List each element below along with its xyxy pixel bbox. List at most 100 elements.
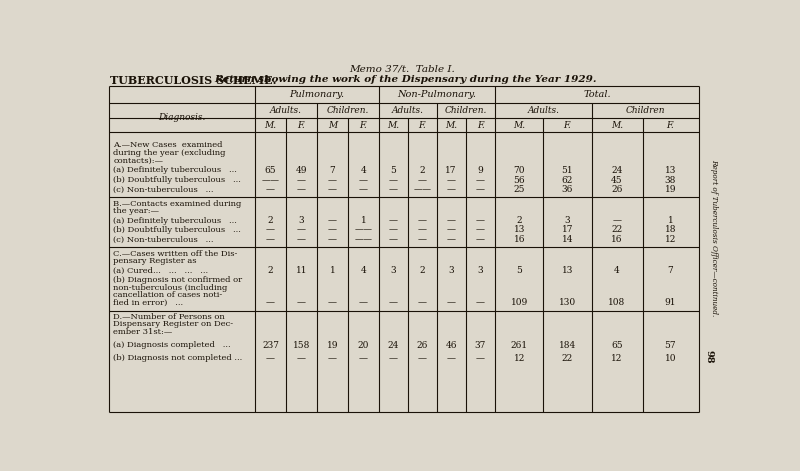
Text: —: — (359, 185, 368, 194)
Text: Adults.: Adults. (528, 106, 560, 115)
Text: —: — (418, 354, 427, 363)
Text: (b) Doubtfully tuberculous   ...: (b) Doubtfully tuberculous ... (113, 226, 241, 234)
Text: (b) Diagnosis not confirmed or: (b) Diagnosis not confirmed or (113, 276, 242, 284)
Text: 22: 22 (562, 354, 573, 363)
Text: M.: M. (514, 121, 526, 130)
Text: —: — (389, 236, 398, 244)
Text: 5: 5 (516, 266, 522, 275)
Text: —: — (389, 225, 398, 234)
Text: 13: 13 (665, 166, 676, 175)
Text: 2: 2 (419, 266, 426, 275)
Text: —: — (389, 176, 398, 185)
Text: Children: Children (626, 106, 666, 115)
Text: —: — (297, 299, 306, 308)
Text: during the year (excluding: during the year (excluding (113, 149, 226, 157)
Text: 1: 1 (361, 216, 366, 225)
Text: —: — (418, 176, 427, 185)
Text: 2: 2 (268, 216, 274, 225)
Text: F.: F. (298, 121, 306, 130)
Text: 49: 49 (296, 166, 307, 175)
Text: —: — (297, 185, 306, 194)
Text: —: — (446, 225, 455, 234)
Text: —: — (446, 236, 455, 244)
Text: Dispensary Register on Dec-: Dispensary Register on Dec- (113, 320, 234, 328)
Text: —: — (613, 216, 622, 225)
Text: —: — (266, 236, 275, 244)
Text: Non-Pulmonary.: Non-Pulmonary. (398, 90, 477, 99)
Text: —: — (446, 299, 455, 308)
Text: (c) Non-tuberculous   ...: (c) Non-tuberculous ... (113, 186, 214, 194)
Text: A.—New Cases  examined: A.—New Cases examined (113, 141, 222, 149)
Text: F.: F. (418, 121, 426, 130)
Text: 261: 261 (510, 341, 528, 350)
Text: (a) Definitely tuberculous   ...: (a) Definitely tuberculous ... (113, 217, 237, 225)
Text: —: — (418, 216, 427, 225)
Text: 3: 3 (390, 266, 396, 275)
Text: 1: 1 (667, 216, 674, 225)
Text: 20: 20 (358, 341, 369, 350)
Text: 5: 5 (390, 166, 396, 175)
Text: 56: 56 (514, 176, 525, 185)
Text: —: — (266, 354, 275, 363)
Text: 109: 109 (510, 299, 528, 308)
Text: 26: 26 (611, 185, 622, 194)
Text: fied in error)   ...: fied in error) ... (113, 299, 183, 307)
Text: —: — (328, 299, 337, 308)
Text: F.: F. (477, 121, 485, 130)
Text: —: — (476, 176, 485, 185)
Text: 91: 91 (665, 299, 676, 308)
Text: 16: 16 (611, 236, 622, 244)
Text: Children.: Children. (327, 106, 369, 115)
Text: —: — (418, 299, 427, 308)
Text: —: — (266, 225, 275, 234)
Text: 10: 10 (665, 354, 676, 363)
Text: ——: —— (354, 225, 373, 234)
Text: —: — (476, 354, 485, 363)
Text: 24: 24 (387, 341, 398, 350)
Text: 14: 14 (562, 236, 573, 244)
Text: —: — (446, 185, 455, 194)
Text: Memo 37/t.  Table I.: Memo 37/t. Table I. (350, 64, 455, 73)
Text: 98: 98 (705, 350, 714, 364)
Text: —: — (328, 216, 337, 225)
Text: M: M (328, 121, 337, 130)
Text: —: — (476, 185, 485, 194)
Text: 130: 130 (558, 299, 576, 308)
Text: (a) Definitely tuberculous   ...: (a) Definitely tuberculous ... (113, 166, 237, 174)
Text: —: — (389, 216, 398, 225)
Text: F.: F. (666, 121, 674, 130)
Text: 37: 37 (475, 341, 486, 350)
Text: 3: 3 (565, 216, 570, 225)
Text: Children.: Children. (445, 106, 487, 115)
Text: 70: 70 (514, 166, 525, 175)
Text: 25: 25 (514, 185, 525, 194)
Text: —: — (446, 354, 455, 363)
Text: Adults.: Adults. (270, 106, 302, 115)
Text: —: — (389, 354, 398, 363)
Text: 13: 13 (562, 266, 573, 275)
Text: —: — (266, 299, 275, 308)
Text: 65: 65 (611, 341, 622, 350)
Text: Adults.: Adults. (392, 106, 424, 115)
Text: Total.: Total. (583, 90, 611, 99)
Text: 3: 3 (298, 216, 304, 225)
Text: 17: 17 (446, 166, 457, 175)
Text: —: — (328, 176, 337, 185)
Text: pensary Register as: pensary Register as (113, 257, 197, 265)
Text: 3: 3 (478, 266, 483, 275)
Text: —: — (476, 299, 485, 308)
Text: 7: 7 (330, 166, 335, 175)
Text: 46: 46 (446, 341, 457, 350)
Text: cancellation of cases noti-: cancellation of cases noti- (113, 291, 222, 299)
Text: 1: 1 (330, 266, 335, 275)
Text: —: — (328, 236, 337, 244)
Text: 184: 184 (558, 341, 576, 350)
Text: 2: 2 (517, 216, 522, 225)
Text: —: — (389, 299, 398, 308)
Text: F.: F. (360, 121, 367, 130)
Text: C.—Cases written off the Dis-: C.—Cases written off the Dis- (113, 250, 238, 258)
Text: 4: 4 (361, 266, 366, 275)
Text: —: — (476, 236, 485, 244)
Text: —: — (328, 354, 337, 363)
Text: —: — (297, 354, 306, 363)
